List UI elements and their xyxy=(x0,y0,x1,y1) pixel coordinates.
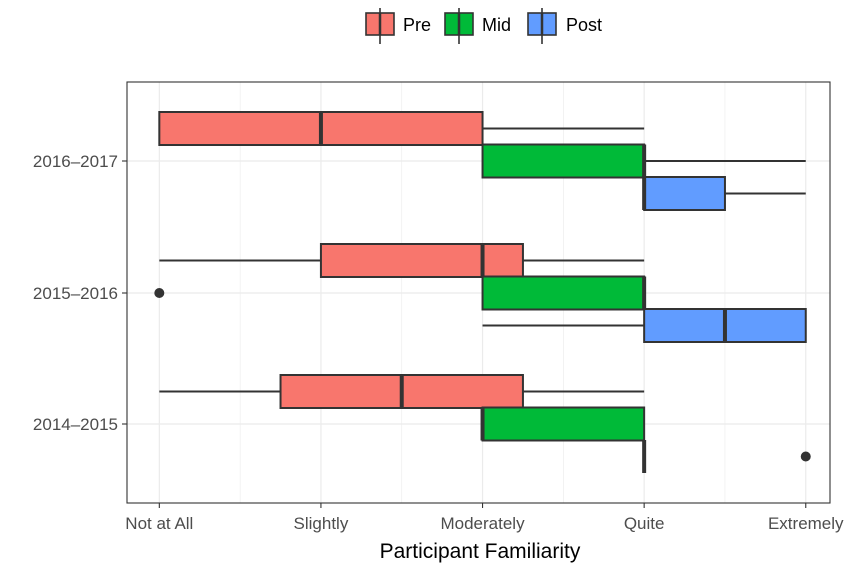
box-post-1 xyxy=(482,308,807,343)
box-post-2 xyxy=(642,176,806,211)
box-pre-0 xyxy=(159,374,645,409)
x-tick-label: Slightly xyxy=(294,514,349,533)
legend-item-pre: Pre xyxy=(365,8,431,44)
y-tick-label: 2014–2015 xyxy=(33,415,118,434)
box-rect xyxy=(481,406,646,442)
box-post-0 xyxy=(642,440,811,473)
x-tick-label: Quite xyxy=(624,514,665,533)
box-mid-1 xyxy=(154,275,647,311)
box-marks xyxy=(154,111,811,473)
legend-label: Post xyxy=(566,15,602,35)
box-rect xyxy=(643,176,726,211)
x-tick-label: Moderately xyxy=(440,514,525,533)
box-rect xyxy=(319,243,524,278)
box-mid-0 xyxy=(480,406,646,442)
box-rect xyxy=(481,143,646,179)
box-mid-2 xyxy=(481,143,806,179)
outlier-point xyxy=(800,451,811,462)
legend-item-mid: Mid xyxy=(444,8,511,44)
legend-label: Pre xyxy=(403,15,431,35)
x-tick-label: Extremely xyxy=(768,514,844,533)
y-tick-label: 2015–2016 xyxy=(33,284,118,303)
x-axis-label: Participant Familiarity xyxy=(380,540,581,563)
y-tick-label: 2016–2017 xyxy=(33,152,118,171)
box-pre-1 xyxy=(159,243,645,278)
box-pre-2 xyxy=(158,111,645,146)
box-rect xyxy=(481,275,646,311)
outlier-point xyxy=(154,288,165,298)
axes: Not at All Slightly Moderately Quite Extreme… xyxy=(33,152,844,533)
legend-label: Mid xyxy=(482,15,511,35)
legend: Pre Mid Post xyxy=(365,8,602,44)
legend-item-post: Post xyxy=(527,8,602,44)
x-tick-label: Not at All xyxy=(125,514,193,533)
